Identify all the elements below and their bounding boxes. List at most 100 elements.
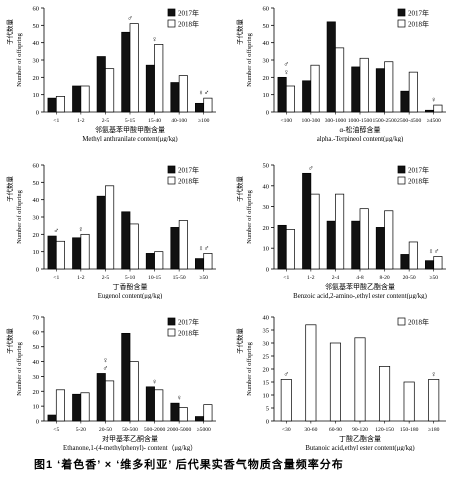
x-tick-label: 120-150 — [375, 427, 394, 433]
x-tick-label: ≥4500 — [427, 118, 441, 124]
y-axis-label: Number of offspring — [246, 32, 253, 86]
y-tick-label: 60 — [263, 6, 270, 13]
bar-2017 — [302, 172, 312, 270]
sex-symbol: ♀ — [176, 393, 182, 402]
x-tick-label: 2-4 — [332, 275, 340, 281]
bar-2018 — [178, 75, 188, 113]
chart-ethyl-anthranilate: 0 10 20 30 40 50 <1 1-2 2-4 4-8 8-20 20-50 ≥50 ♂ ♀♂ 201… — [230, 157, 459, 299]
chart-svg: 0 10 20 30 40 50 60 <100 100-300 300-1000 1000-150… — [235, 6, 446, 142]
y-tick-label: 10 — [33, 404, 40, 411]
chart-methyl-anthranilate: 0 10 20 30 40 50 60 <1 1-2 2-5 5-15 15-40 40-100 ≥100… — [0, 0, 229, 142]
y-tick-label: 0 — [36, 267, 39, 274]
sex-symbol: ♂ — [308, 163, 314, 172]
y-tick-label: 40 — [263, 183, 270, 190]
x-tick-label: 2000-5000 — [167, 427, 191, 433]
x-tick-label: 2-5 — [102, 275, 110, 281]
legend-swatch — [397, 8, 406, 17]
legend-swatch — [167, 328, 176, 337]
x-tick-label: 15-50 — [173, 275, 186, 281]
sex-symbol: ♀ — [283, 67, 289, 76]
x-tick-label: 8-20 — [379, 275, 389, 281]
sex-symbol: ♂ — [283, 59, 289, 68]
x-axis-label: Methyl anthranilate content(μg/kg) — [82, 136, 177, 142]
x-tick-label: <1 — [53, 275, 59, 281]
bar-2018 — [359, 208, 369, 270]
x-axis-label-cn: 丁香酚含量 — [113, 282, 148, 291]
y-tick-label: 50 — [263, 163, 270, 170]
legend-label: 2017年 — [178, 318, 199, 327]
bar-2018 — [80, 233, 90, 270]
sex-symbol: ♂ — [103, 363, 109, 372]
y-tick-label: 10 — [263, 246, 270, 253]
x-tick-label: 1-2 — [77, 275, 85, 281]
bar-2017 — [277, 76, 287, 113]
bar-2018 — [433, 256, 443, 270]
bar-2017 — [375, 68, 385, 113]
y-tick-label: 5 — [266, 406, 269, 413]
y-tick-label: 25 — [263, 354, 270, 361]
bar-2018 — [280, 379, 292, 422]
y-tick-label: 50 — [33, 23, 40, 30]
y-tick-label: 30 — [263, 204, 270, 211]
x-tick-label: 15-40 — [148, 118, 161, 124]
chart-alpha-terpineol: 0 10 20 30 40 50 60 <100 100-300 300-1000 1000-150… — [230, 0, 459, 142]
bar-2018 — [335, 47, 345, 113]
x-tick-label: 1-2 — [307, 275, 315, 281]
y-tick-label: 0 — [266, 267, 269, 274]
x-tick-label: 90-120 — [352, 427, 368, 433]
bar-2017 — [195, 416, 205, 422]
y-axis-label: Number of offspring — [246, 341, 253, 395]
sex-symbol: ♀ — [103, 355, 109, 364]
legend-swatch — [397, 317, 406, 326]
y-axis-label: Number of offspring — [246, 189, 253, 243]
bar-2017 — [170, 402, 180, 422]
bar-2018 — [384, 61, 394, 113]
chart-svg: 0 10 20 30 40 50 <1 1-2 2-4 4-8 8-20 20-50 ≥50 ♂ ♀♂ 201… — [235, 163, 446, 299]
sex-symbol: ♀ — [78, 224, 84, 233]
bar-2017 — [195, 258, 205, 270]
sex-symbol: ♂ — [53, 226, 59, 235]
legend-label: 2017年 — [408, 166, 429, 175]
y-tick-label: 0 — [36, 419, 39, 426]
bar-2017 — [121, 332, 131, 422]
sex-symbol: ♀ — [152, 34, 158, 43]
legend-label: 2017年 — [178, 9, 199, 18]
y-tick-label: 40 — [263, 315, 270, 322]
y-tick-label: 60 — [33, 6, 40, 13]
bar-2018 — [129, 361, 139, 422]
bar-2018 — [433, 104, 443, 113]
bar-2017 — [47, 235, 57, 270]
y-tick-label: 40 — [33, 359, 40, 366]
x-tick-label: 1000-1500 — [348, 118, 372, 124]
x-tick-label: 20-50 — [99, 427, 112, 433]
y-axis-label-cn: 子代数量 — [5, 19, 14, 46]
bar-2017 — [351, 220, 361, 270]
y-tick-label: 35 — [263, 328, 270, 335]
bar-2018 — [129, 223, 139, 270]
sex-symbol: ♀ — [431, 95, 437, 104]
x-tick-label: 60-90 — [329, 427, 342, 433]
legend-label: 2017年 — [178, 166, 199, 175]
bar-2017 — [170, 82, 180, 113]
x-axis-label-cn: α-松油醇含量 — [340, 125, 381, 134]
bar-2018 — [55, 240, 65, 270]
bar-2018 — [203, 97, 213, 113]
bar-2017 — [351, 66, 361, 113]
bar-2018 — [55, 96, 65, 113]
y-axis-label-cn: 子代数量 — [235, 176, 244, 203]
x-tick-label: 40-100 — [171, 118, 187, 124]
bar-2017 — [72, 85, 82, 113]
y-tick-label: 0 — [266, 419, 269, 426]
y-tick-label: 50 — [263, 23, 270, 30]
bar-2018 — [354, 337, 366, 422]
x-tick-label: 100-300 — [302, 118, 321, 124]
x-tick-label: 2500-4500 — [397, 118, 421, 124]
bar-2018 — [178, 220, 188, 270]
bar-2018 — [305, 324, 317, 422]
x-axis-label-cn: 丁酸乙酯含量 — [339, 434, 381, 443]
y-tick-label: 0 — [266, 110, 269, 117]
x-axis-label-cn: 邻氨基苯甲酸乙酯含量 — [325, 282, 395, 291]
bar-2017 — [425, 109, 435, 113]
chart-svg: 0 10 20 30 40 50 60 <1 1-2 2-5 5-15 15-40 40-100 ≥100… — [5, 6, 216, 142]
